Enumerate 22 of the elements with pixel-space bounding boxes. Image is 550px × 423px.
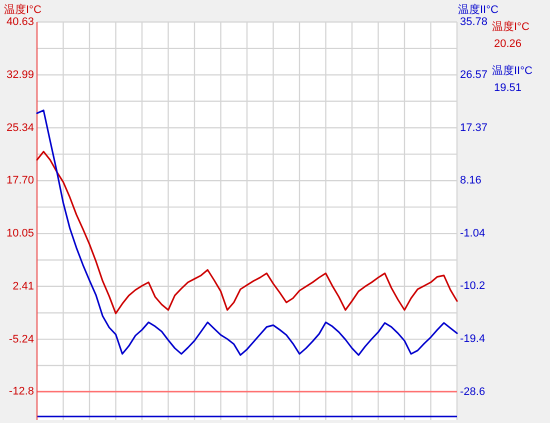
y-tick-label: -12.8 [8,386,34,398]
y-tick-label: 32.99 [6,68,34,81]
y2-tick-label: 35.78 [460,16,488,28]
text: 温度I°C [492,20,530,33]
y-tick-label: 10.05 [6,228,34,240]
y2-tick-label: -1.04 [460,228,486,240]
y2-tick-label: -10.2 [460,280,486,292]
y2-tick-label: -28.6 [460,386,486,398]
y-axis-title: 温度I°C [4,3,42,16]
y-tick-label: -5.24 [8,333,34,346]
y2-tick-label: 26.57 [460,68,488,81]
y2-tick-label: -19.4 [460,333,486,345]
text: 19.51 [494,82,522,94]
y-tick-label: 25.34 [6,122,34,134]
y2-tick-label: 17.37 [460,122,488,134]
y2-tick-label: 8.16 [460,174,482,187]
y-tick-label: 40.63 [6,16,34,28]
y-tick-label: 17.70 [6,174,34,187]
y2-axis-title: 温度II°C [458,3,499,16]
text: 20.26 [494,38,522,50]
text: 温度II°C [492,64,533,77]
y-tick-label: 2.41 [12,280,34,292]
